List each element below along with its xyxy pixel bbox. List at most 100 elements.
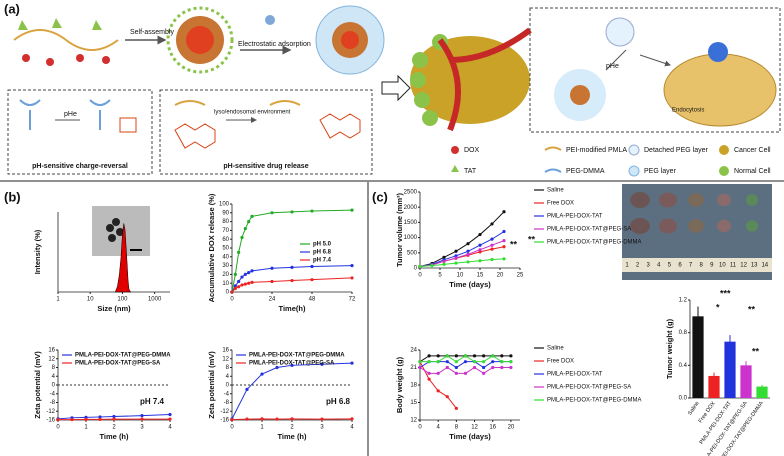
x-axis-label: Time(h)	[279, 304, 306, 313]
y-tick-label: 24	[410, 348, 417, 354]
point	[427, 354, 431, 358]
y-tick-label: 50	[222, 246, 229, 252]
tumor-photo	[746, 194, 758, 206]
x-tick-label: 4	[168, 425, 172, 431]
point	[290, 210, 294, 214]
point	[350, 417, 354, 421]
tumor-photo	[688, 219, 704, 233]
ruler-number: 10	[719, 263, 726, 269]
bar	[692, 316, 704, 398]
axis	[419, 350, 520, 421]
tumor-photo	[659, 192, 677, 208]
tumor-photo	[688, 193, 704, 207]
x-tick-label: Saline	[687, 401, 701, 417]
y-tick-label: 80	[222, 219, 229, 225]
y-tick-label: 90	[222, 210, 229, 216]
point	[245, 387, 249, 391]
point	[350, 361, 354, 365]
y-axis-label: Tumor volume (mm³)	[395, 192, 404, 267]
point	[482, 365, 486, 370]
ruler-number: 11	[730, 263, 737, 269]
series-line	[419, 361, 457, 409]
y-axis-label: Intensity (%)	[33, 229, 42, 274]
y-tick-label: 1500	[404, 220, 418, 226]
point	[350, 276, 354, 280]
point	[502, 239, 506, 243]
legend-label: pH 7.4	[313, 258, 332, 264]
point	[350, 208, 354, 212]
legend-label: Saline	[547, 188, 564, 194]
panel-label: (b)	[4, 189, 21, 204]
y-tick-label: 10	[222, 281, 229, 287]
tumor-photo	[717, 219, 731, 233]
legend-text: TAT	[464, 168, 477, 175]
bar	[708, 375, 720, 398]
y-tick-label: 15	[410, 400, 417, 406]
x-tick-label: 20	[508, 425, 515, 431]
y-axis-label: Tumor weight (g)	[665, 318, 674, 379]
y-tick-label: 2000	[404, 205, 418, 211]
ruler-number: 4	[657, 263, 661, 269]
x-tick-label: 3	[320, 425, 324, 431]
point	[509, 354, 513, 358]
point	[260, 372, 264, 376]
point	[472, 365, 477, 370]
point	[454, 365, 458, 370]
point	[502, 210, 506, 214]
point	[490, 237, 494, 241]
distribution-area	[114, 223, 132, 293]
point	[243, 227, 247, 231]
x-tick-label: 1000	[148, 297, 162, 303]
x-tick-label: 1	[84, 425, 88, 431]
x-tick-label: 3	[140, 425, 144, 431]
point	[490, 257, 494, 262]
point	[500, 354, 504, 358]
y-tick-label: 0	[226, 290, 230, 296]
y-tick-label: 0.8	[679, 330, 688, 336]
legend-label: PMLA-PEI-DOX-TAT@PEG-DMMA	[75, 353, 171, 359]
x-tick-label: 48	[309, 297, 316, 303]
scheme-text: pHe	[64, 111, 77, 118]
point	[427, 360, 431, 364]
scheme-text: pHe	[606, 63, 619, 70]
scheme-text: Endocytosis	[672, 108, 704, 114]
point	[478, 259, 482, 263]
series-line	[419, 240, 505, 267]
x-tick-label: 1	[260, 425, 264, 431]
y-tick-label: 12	[222, 356, 229, 362]
x-axis-label: Size (nm)	[97, 304, 131, 313]
point	[275, 417, 279, 421]
x-tick-label: 25	[517, 273, 524, 279]
point	[490, 247, 494, 251]
point	[502, 257, 506, 261]
tumor-photo	[717, 193, 731, 207]
point	[500, 365, 504, 370]
y-tick-label: 1.2	[679, 298, 688, 304]
legend-label: PMLA-PEI-DOX-TAT@PEG-SA	[75, 361, 161, 367]
point	[442, 255, 446, 259]
point	[482, 371, 486, 375]
point	[466, 249, 470, 253]
legend-label: PMLA-PEI-DOX-TAT@PEG-SA	[547, 227, 631, 233]
point	[320, 362, 324, 366]
x-tick-label: 10	[457, 273, 464, 279]
point	[230, 290, 234, 294]
point	[436, 354, 440, 358]
y-tick-label: -8	[224, 400, 230, 406]
x-tick-label: 15	[477, 273, 484, 279]
point	[472, 360, 477, 364]
legend-text: PEG-DMMA	[566, 168, 605, 175]
ruler-number: 1	[625, 263, 629, 269]
x-tick-label: 2	[290, 425, 294, 431]
point	[240, 283, 244, 287]
point	[320, 417, 324, 421]
ruler-number: 3	[647, 263, 651, 269]
y-tick-label: 500	[407, 250, 418, 256]
point	[491, 365, 495, 370]
y-tick-label: 0	[226, 383, 230, 389]
y-tick-label: 20	[222, 272, 229, 278]
ruler-number: 14	[761, 263, 768, 269]
annotation: pH 6.8	[326, 397, 351, 406]
legend-label: PMLA-PEI-DOX-TAT@PEG-SA	[547, 385, 631, 391]
